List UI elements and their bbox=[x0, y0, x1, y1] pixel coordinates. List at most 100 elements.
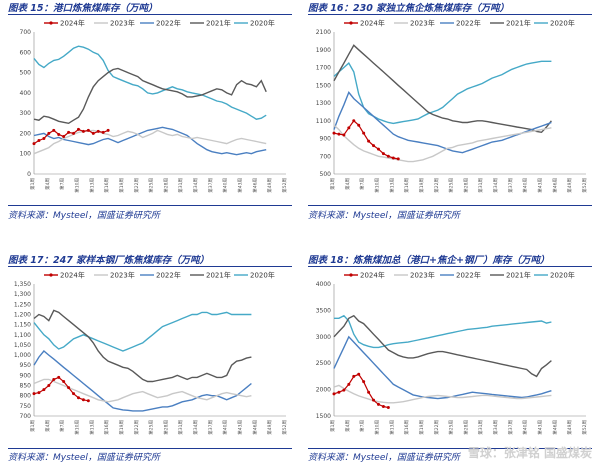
x-tick-label: 第16周 bbox=[403, 420, 410, 435]
legend-marker bbox=[49, 21, 53, 25]
x-tick-label: 第16周 bbox=[403, 178, 410, 193]
x-tick-label: 第25周 bbox=[448, 420, 455, 435]
series-line-2022年 bbox=[33, 126, 267, 156]
series-point-2024 bbox=[42, 388, 46, 392]
series-point-2024 bbox=[381, 404, 385, 408]
y-tick-label: 1,250 bbox=[14, 301, 31, 308]
series-point-2024 bbox=[106, 128, 110, 132]
y-tick-label: 1,100 bbox=[14, 332, 31, 339]
x-tick-label: 第25周 bbox=[148, 178, 155, 193]
y-tick-label: 2000 bbox=[316, 387, 331, 394]
chart-source: 资料来源：Mysteel，国盛证券研究所 bbox=[308, 453, 460, 463]
series-line-2022年 bbox=[33, 350, 252, 412]
series-line-2020年 bbox=[33, 311, 252, 352]
legend-label: 2022年 bbox=[156, 19, 181, 28]
legend-label: 2021年 bbox=[206, 19, 231, 28]
x-tick-label: 第37周 bbox=[207, 420, 214, 435]
title-divider bbox=[8, 14, 292, 15]
legend-label: 2023年 bbox=[110, 19, 135, 28]
x-tick-label: 第28周 bbox=[462, 420, 469, 435]
x-tick-label: 第37周 bbox=[207, 178, 214, 193]
legend-label: 2020年 bbox=[250, 19, 275, 28]
legend-label: 2021年 bbox=[206, 271, 231, 280]
x-tick-label: 第13周 bbox=[88, 420, 95, 435]
y-tick-label: 900 bbox=[320, 136, 332, 143]
series-line-2021年 bbox=[33, 309, 252, 383]
series-line-2021年 bbox=[333, 314, 552, 378]
x-tick-label: 第34周 bbox=[492, 178, 499, 193]
legend-label: 2022年 bbox=[156, 271, 181, 280]
series-point-2024 bbox=[362, 380, 366, 384]
series-point-2024 bbox=[72, 131, 76, 135]
y-tick-label: 1500 bbox=[316, 413, 331, 420]
x-tick-label: 第22周 bbox=[133, 178, 140, 193]
y-tick-label: 1,300 bbox=[14, 291, 31, 298]
x-tick-label: 第52周 bbox=[281, 420, 288, 435]
y-tick-label: 700 bbox=[20, 413, 32, 420]
chart-16-svg: 500 700 900 1100 1300 1500 1700 1900 2100 第1周 第4周 第… bbox=[316, 19, 588, 193]
x-tick-label: 第46周 bbox=[551, 420, 558, 435]
x-tick-label: 第43周 bbox=[537, 420, 544, 435]
x-tick-label: 第10周 bbox=[73, 420, 80, 435]
series-point-2024 bbox=[67, 386, 71, 390]
x-tick-label: 第13周 bbox=[388, 178, 395, 193]
x-tick-label: 第13周 bbox=[88, 178, 95, 193]
y-tick-label: 750 bbox=[20, 403, 32, 410]
x-tick-label: 第10周 bbox=[73, 178, 80, 193]
series-point-2024 bbox=[72, 392, 76, 396]
y-tick-label: 850 bbox=[20, 383, 32, 390]
series-point-2024 bbox=[47, 384, 51, 388]
x-tick-label: 第40周 bbox=[522, 178, 529, 193]
chart-title: 图表 17：247 家样本钢厂炼焦煤库存（万吨） bbox=[8, 255, 210, 266]
y-tick-label: 3500 bbox=[316, 307, 331, 314]
series-point-2024 bbox=[81, 398, 85, 402]
series-point-2024 bbox=[101, 130, 105, 134]
x-tick-label: 第49周 bbox=[566, 420, 573, 435]
x-tick-label: 第1周 bbox=[29, 178, 36, 190]
x-tick-label: 第19周 bbox=[118, 178, 125, 193]
legend-label: 2024年 bbox=[360, 19, 385, 28]
y-tick-label: 4000 bbox=[316, 281, 331, 288]
y-tick-label: 500 bbox=[320, 171, 332, 178]
series-line-2023年 bbox=[333, 384, 552, 404]
series-point-2024 bbox=[37, 391, 41, 395]
x-tick-label: 第25周 bbox=[148, 420, 155, 435]
x-tick-label: 第7周 bbox=[59, 178, 66, 190]
legend-label: 2020年 bbox=[550, 271, 575, 280]
legend-label: 2023年 bbox=[110, 271, 135, 280]
x-tick-label: 第19周 bbox=[418, 178, 425, 193]
chart-source: 资料来源：Mysteel，国盛证券研究所 bbox=[308, 211, 460, 221]
series-point-2024 bbox=[42, 137, 46, 140]
y-tick-label: 700 bbox=[20, 29, 32, 36]
y-tick-label: 300 bbox=[20, 110, 32, 117]
series-point-2024 bbox=[337, 132, 341, 136]
y-tick-label: 100 bbox=[20, 151, 32, 158]
series-point-2024 bbox=[372, 144, 376, 148]
series-point-2024 bbox=[342, 133, 346, 137]
legend-marker bbox=[349, 21, 353, 25]
x-tick-label: 第46周 bbox=[551, 178, 558, 193]
legend-label: 2024年 bbox=[60, 271, 85, 280]
y-tick-label: 3000 bbox=[316, 334, 331, 341]
x-tick-label: 第52周 bbox=[581, 178, 588, 193]
legend-label: 2023年 bbox=[410, 271, 435, 280]
y-tick-label: 1,050 bbox=[14, 342, 31, 349]
panel-chart-17: 图表 17：247 家样本钢厂炼焦煤库存（万吨） 700 750 800 850 900… bbox=[8, 252, 292, 464]
x-tick-label: 第31周 bbox=[477, 420, 484, 435]
x-tick-label: 第40周 bbox=[222, 178, 229, 193]
y-tick-label: 1,150 bbox=[14, 322, 31, 329]
series-point-2024 bbox=[381, 152, 385, 156]
x-tick-label: 第40周 bbox=[222, 420, 229, 435]
x-tick-label: 第4周 bbox=[44, 178, 51, 190]
series-line-2020年 bbox=[334, 314, 552, 349]
series-point-2024 bbox=[81, 129, 85, 133]
x-tick-label: 第52周 bbox=[281, 178, 288, 193]
series-point-2024 bbox=[347, 382, 351, 386]
series-point-2024 bbox=[342, 388, 346, 392]
series-point-2024 bbox=[76, 396, 80, 400]
x-tick-label: 第16周 bbox=[103, 420, 110, 435]
watermark: 雪球：张津铭 国盛煤炭 bbox=[467, 446, 592, 460]
title-divider bbox=[308, 14, 592, 15]
x-tick-label: 第31周 bbox=[177, 420, 184, 435]
series-point-2024 bbox=[91, 131, 95, 135]
